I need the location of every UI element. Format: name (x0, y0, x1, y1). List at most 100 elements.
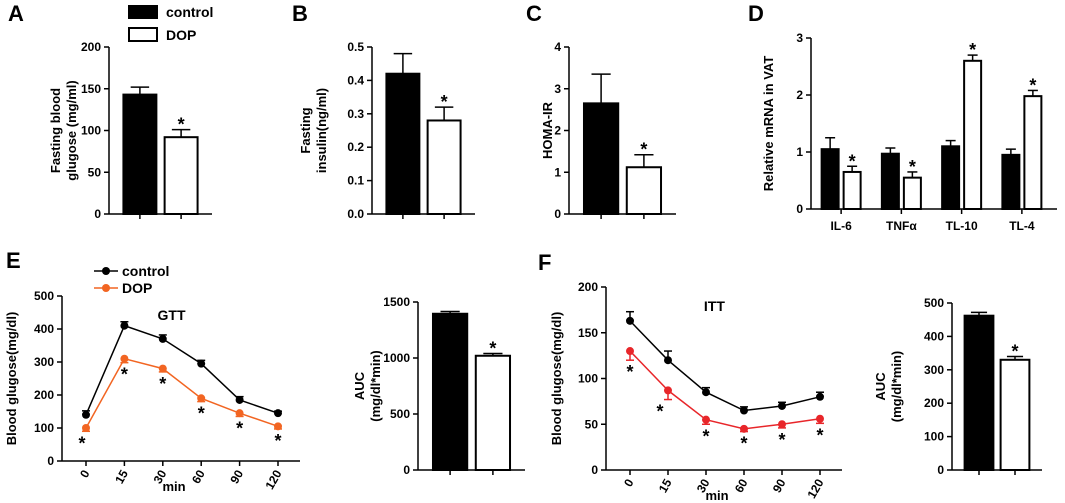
panel-letter-d: D (748, 1, 764, 26)
significance-star: * (198, 404, 205, 424)
y-tick-label: 0 (47, 454, 54, 468)
y-tick-label: 1 (796, 145, 803, 159)
point-dop (664, 386, 672, 395)
bar-dop (963, 59, 983, 210)
y-tick-label: 0.3 (347, 107, 364, 121)
significance-star: * (626, 362, 633, 382)
y-tick-label: 1000 (383, 351, 410, 365)
chart-d: 0 1 2 3 Relative mRNA in VAT IL-6 * TNFα * TL-10 *… (761, 31, 1057, 233)
y-axis-label: AUC(mg/dl*min) (873, 351, 904, 423)
x-tick-label: TNFα (886, 219, 917, 233)
y-axis-label: Fastinginsulin(ng/ml) (298, 88, 329, 173)
y-tick-label: 200 (578, 280, 598, 294)
bar-dop (163, 136, 199, 215)
y-tick-label: 0 (403, 463, 410, 477)
y-tick-label: 0 (591, 463, 598, 477)
chart-a: 0 50 100 150 200 Fasting bloodglugose (mg/ml)… (48, 40, 212, 221)
y-tick-label: 500 (390, 407, 410, 421)
chart-title: ITT (704, 298, 725, 314)
gtt-legend-dop-label: DOP (122, 280, 152, 296)
y-tick-label: 150 (81, 82, 101, 96)
y-tick-label: 0 (94, 207, 101, 221)
panel-letter-c: C (526, 1, 542, 26)
point-control (120, 321, 129, 330)
y-tick-label: 100 (924, 430, 944, 444)
bar-dop (474, 354, 512, 472)
panel-letter-b: B (292, 1, 308, 26)
panel-letter-a: A (8, 1, 24, 26)
significance-star: * (1029, 75, 1036, 95)
point-control (235, 395, 244, 404)
significance-star: * (640, 140, 647, 160)
significance-star: * (78, 433, 85, 453)
y-axis-label: Blood glugose(mg/dl) (549, 312, 564, 446)
point-control (664, 356, 672, 365)
y-tick-label: 2 (554, 124, 561, 138)
bar-dop (842, 170, 862, 210)
bar-dop (1023, 95, 1043, 210)
chart-e2: 0 500 1000 1500 AUC(mg/dl*min) * (352, 295, 525, 477)
chart-b: 0.0 0.1 0.2 0.3 0.4 0.5 Fastinginsulin(ng/ml) * (298, 40, 475, 221)
x-tick-label: 30 (694, 476, 713, 495)
point-dop (702, 415, 710, 424)
y-tick-label: 0 (554, 207, 561, 221)
y-tick-label: 200 (81, 40, 101, 54)
point-dop (816, 414, 824, 423)
x-tick-label: 60 (732, 476, 751, 495)
point-control (816, 392, 824, 401)
chart-e: 0 100 200 300 400 500 Blood glugose(mg/dl) 0 15 3… (4, 289, 300, 494)
top-legend: control DOP (128, 4, 213, 43)
y-tick-label: 1 (554, 165, 561, 179)
significance-star: * (969, 40, 976, 60)
x-tick-label: 120 (804, 476, 826, 501)
x-tick-label: 90 (770, 476, 789, 495)
significance-star: * (441, 92, 448, 112)
x-tick-label: TL-10 (946, 219, 978, 233)
bar-control (941, 145, 961, 211)
y-tick-label: 400 (924, 329, 944, 343)
point-dop (626, 347, 634, 356)
y-tick-label: 3 (796, 31, 803, 45)
point-control (740, 406, 748, 415)
chart-title: GTT (158, 307, 186, 323)
y-tick-label: 0.4 (347, 73, 364, 87)
point-dop (274, 422, 282, 431)
significance-star: * (178, 115, 185, 135)
y-tick-label: 200 (924, 396, 944, 410)
panel-letter-e: E (6, 248, 21, 273)
bar-control (582, 102, 620, 215)
significance-star: * (849, 151, 856, 171)
legend-control-swatch (128, 5, 158, 19)
x-tick-label: 15 (656, 476, 675, 495)
significance-star: * (121, 365, 128, 385)
point-control (702, 388, 710, 397)
y-tick-label: 1500 (383, 295, 410, 309)
y-tick-label: 50 (88, 165, 102, 179)
chart-c: 0 1 2 3 4 HOMA-IR * (540, 40, 676, 221)
bar-control (880, 152, 900, 211)
gtt-legend-control-marker (102, 267, 110, 275)
y-tick-label: 100 (81, 124, 101, 138)
significance-star: * (274, 431, 281, 451)
y-tick-label: 300 (924, 363, 944, 377)
y-tick-label: 500 (34, 289, 54, 303)
significance-star: * (656, 402, 663, 422)
point-control (82, 410, 90, 419)
y-tick-label: 300 (34, 355, 54, 369)
series-line-control (85, 324, 279, 416)
significance-star: * (1011, 341, 1018, 361)
y-tick-label: 50 (585, 417, 599, 431)
x-tick-label: 30 (151, 467, 170, 486)
point-dop (158, 364, 167, 373)
y-tick-label: 0.2 (347, 140, 364, 154)
point-dop (740, 424, 748, 433)
legend-dop-label: DOP (166, 27, 196, 43)
y-axis-label: Relative mRNA in VAT (761, 56, 776, 192)
point-dop (778, 420, 786, 429)
bar-control (820, 148, 840, 210)
bar-dop (426, 119, 462, 215)
x-tick-label: TL-4 (1009, 219, 1035, 233)
x-tick-label: 120 (262, 467, 284, 492)
